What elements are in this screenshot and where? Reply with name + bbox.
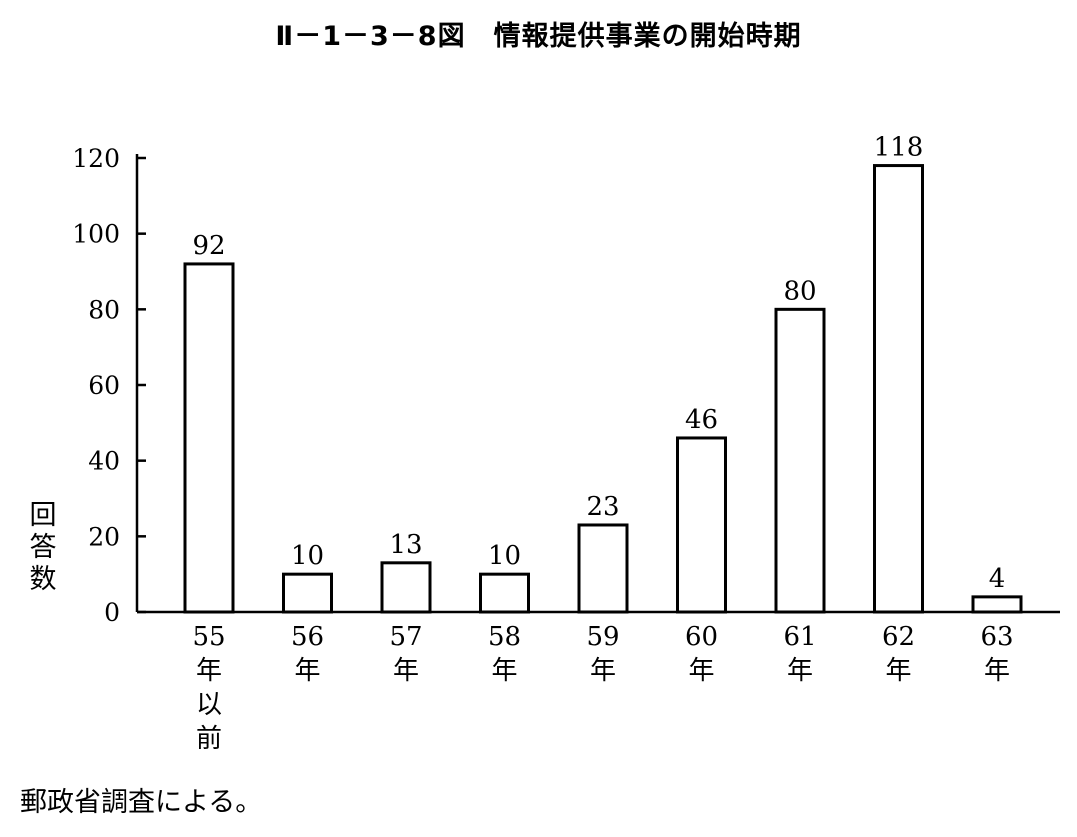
data-label-6: 46: [685, 405, 718, 435]
y-tick-label: 80: [88, 295, 120, 324]
category-labels: 55 年以前 56 年 57 年 58 年 59 年 60 年 61 年 62 年 63 年: [192, 622, 1013, 754]
chart-title: Ⅱ－1－3－8図 情報提供事業の開始時期: [275, 21, 802, 52]
category-label-6: 60 年: [685, 622, 718, 686]
bar-8: [873, 164, 924, 614]
category-label-3: 57 年: [389, 622, 422, 686]
data-label-2: 10: [291, 541, 324, 571]
data-label-1: 92: [192, 231, 225, 261]
bar-7: [774, 307, 826, 614]
bar-3: [380, 561, 432, 614]
y-tick-label: 0: [104, 598, 120, 627]
y-tick-label: 120: [72, 144, 120, 173]
category-label-2: 56 年: [291, 622, 324, 686]
data-label-5: 23: [586, 492, 619, 522]
category-label-7: 61 年: [783, 622, 816, 686]
data-label-8: 118: [874, 133, 924, 163]
y-tick-label: 60: [88, 371, 120, 400]
category-label-5: 59 年: [586, 622, 619, 686]
bar-9: [971, 595, 1023, 614]
y-tick-label: 100: [72, 220, 120, 249]
bar-5: [577, 523, 629, 614]
category-label-8: 62 年: [882, 622, 915, 686]
bar-6: [676, 436, 727, 614]
data-label-9: 4: [989, 564, 1006, 594]
category-label-9: 63 年: [980, 622, 1013, 686]
source-note: 郵政省調査による。: [20, 787, 263, 818]
bar-4: [479, 572, 530, 614]
bars: [183, 164, 1023, 614]
category-label-1: 55 年以前: [192, 622, 225, 754]
bar-2: [282, 572, 333, 614]
bar-1: [183, 262, 235, 614]
y-axis-ticks: 0 20 40 60 80 100 120: [72, 144, 146, 627]
data-labels: 92 10 13 10 23 46 80 118 4: [192, 133, 1005, 594]
category-label-4: 58 年: [488, 622, 521, 686]
data-label-4: 10: [488, 541, 521, 571]
y-tick-label: 20: [88, 522, 120, 551]
data-label-7: 80: [783, 276, 816, 306]
y-tick-label: 40: [88, 447, 120, 476]
y-axis-label: 回答数: [29, 500, 57, 595]
data-label-3: 13: [389, 530, 422, 560]
